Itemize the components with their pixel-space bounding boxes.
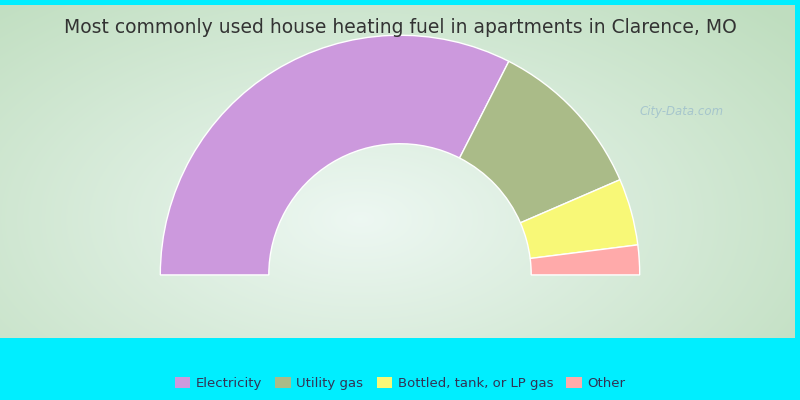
Wedge shape: [459, 61, 620, 223]
Wedge shape: [530, 245, 640, 275]
Wedge shape: [521, 180, 638, 258]
Text: Most commonly used house heating fuel in apartments in Clarence, MO: Most commonly used house heating fuel in…: [64, 18, 736, 37]
Wedge shape: [160, 35, 509, 275]
Bar: [0, 338, 800, 400]
Bar: [795, 5, 800, 338]
Text: City-Data.com: City-Data.com: [640, 105, 724, 118]
Bar: [0, 0, 800, 5]
Legend: Electricity, Utility gas, Bottled, tank, or LP gas, Other: Electricity, Utility gas, Bottled, tank,…: [170, 372, 630, 395]
